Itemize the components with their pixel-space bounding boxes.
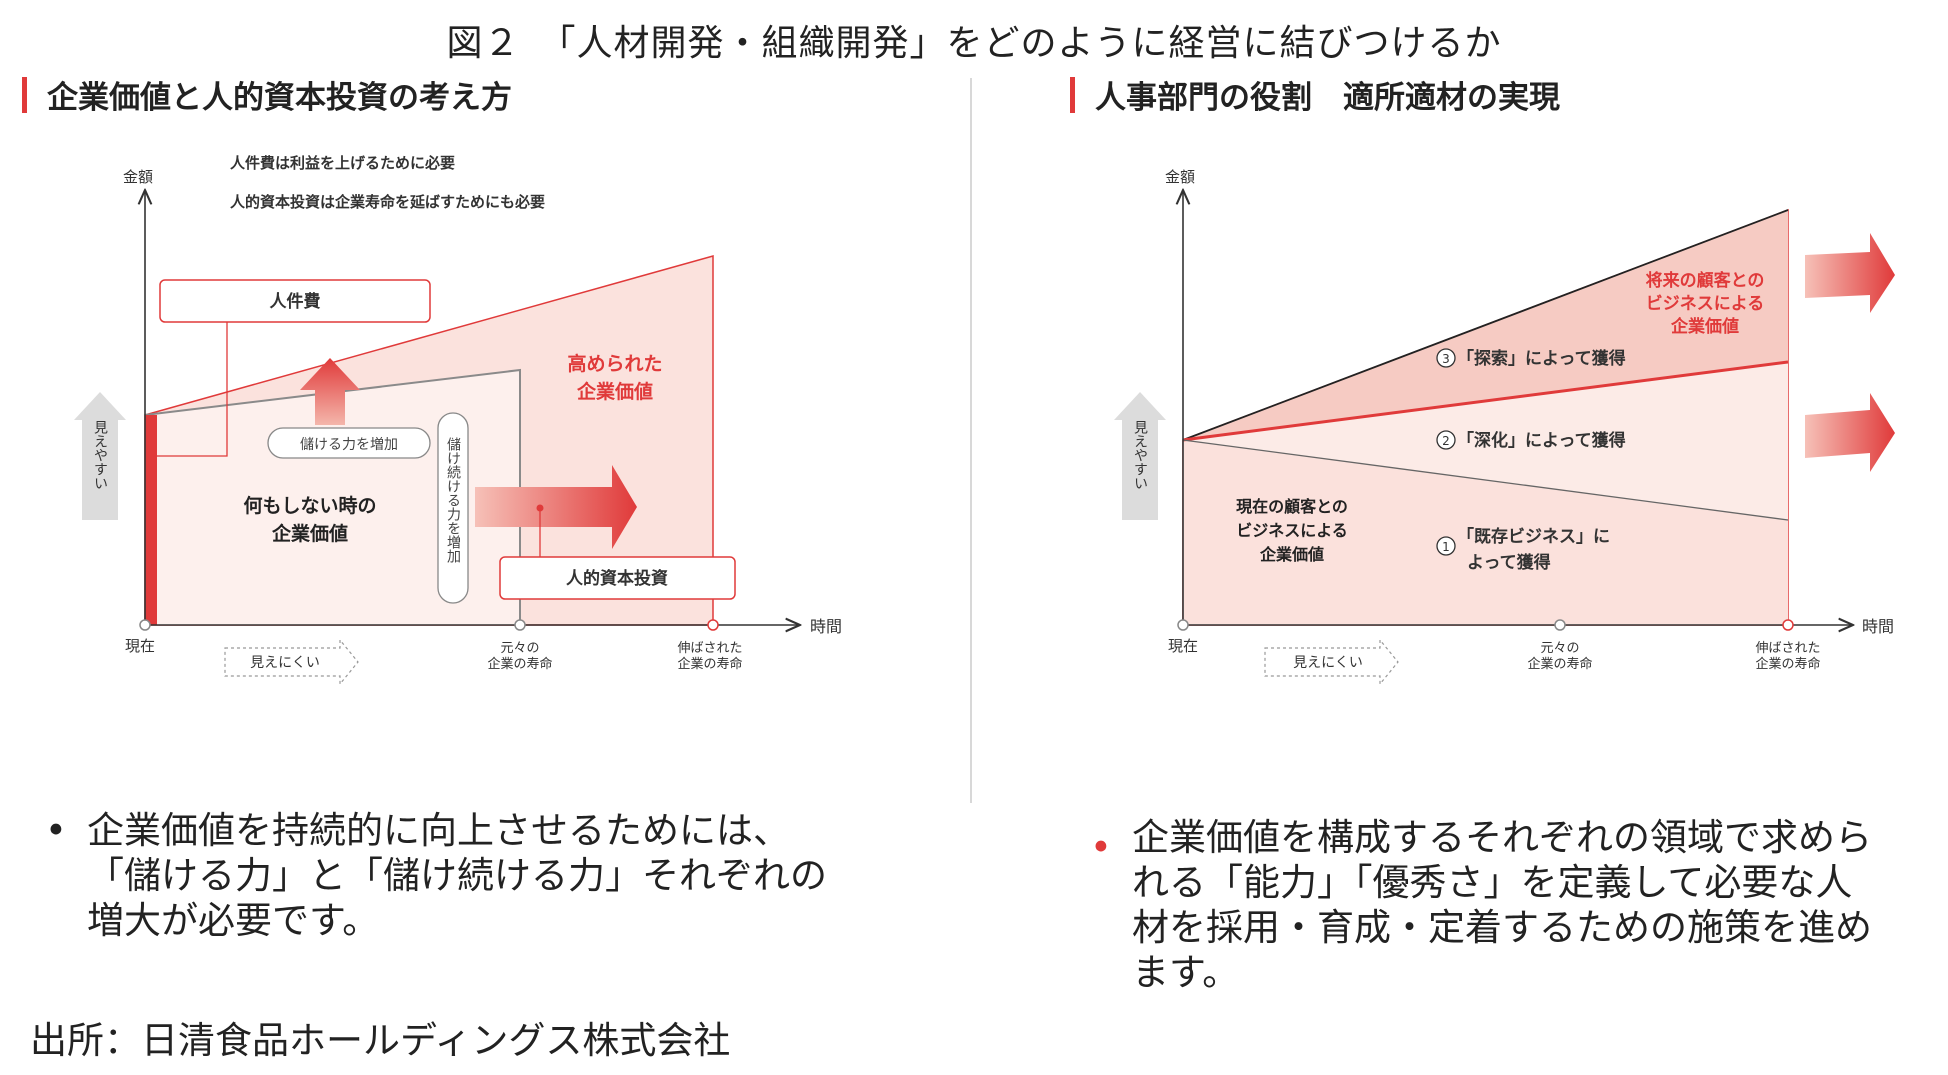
left-tick-orig-2: 企業の寿命 [487, 656, 552, 672]
figure-title: 図２ 「人材開発・組織開発」をどのように経営に結びつけるか [446, 23, 1502, 64]
item3-number-circle [1436, 348, 1456, 368]
right-section-heading: 人事部門の役割 適所適材の実現 [1070, 72, 1560, 117]
bullet-dot: • [1090, 826, 1112, 869]
hc-investment-label: 人的資本投資 [566, 568, 668, 589]
left-note-1: 人件費は利益を上げるために必要 [230, 154, 455, 172]
left-invisible-label: 見えにくい [250, 655, 320, 671]
left-tick-ext-2: 企業の寿命 [677, 656, 742, 672]
base-value-label-1: 何もしない時の [243, 494, 376, 517]
earning-power-pill [267, 427, 431, 459]
tick-ext-marker [1782, 619, 1794, 631]
tick-ext-marker [707, 619, 719, 631]
right-tick-ext-1: 伸ばされた [1755, 641, 1820, 656]
current-value-label-1: 現在の顧客との [1236, 497, 1348, 516]
right-invisible-label: 見えにくい [1293, 655, 1363, 671]
left-section-heading: 企業価値と人的資本投資の考え方 [22, 72, 512, 117]
right-bullet-line-2: れる「能力」「優秀さ」を定義して必要な人 [1132, 861, 1853, 904]
item3-text: 「探索」によって獲得 [1457, 348, 1626, 369]
source-credit: 出所：日清食品ホールディングス株式会社 [30, 1019, 731, 1062]
item1-number: 1 [1442, 540, 1450, 554]
leader-dot [147, 452, 155, 460]
deepen-upper-line [1182, 360, 1789, 442]
visible-up-arrow [74, 392, 126, 520]
current-value-label-2: ビジネスによる [1236, 521, 1348, 540]
raised-value-label-2: 企業価値 [576, 380, 653, 403]
right-x-axis-label: 時間 [1862, 617, 1894, 636]
item1-text-1: 「既存ビジネス」に [1457, 526, 1610, 547]
left-bullet-line-3: 増大が必要です。 [87, 899, 380, 942]
sustain-power-right-arrow [475, 465, 637, 549]
future-value-label-1: 将来の顧客との [1646, 270, 1765, 291]
tick-now-marker [139, 619, 151, 631]
personnel-cost-label: 人件費 [270, 291, 321, 312]
existing-area [1183, 440, 1788, 625]
tick-now-marker [1177, 619, 1189, 631]
left-bullet: • 企業価値を持続的に向上させるためには、 「儲ける力」と「儲け続ける力」それぞ… [45, 808, 925, 958]
left-heading-text: 企業価値と人的資本投資の考え方 [47, 80, 512, 116]
item2-number-circle [1436, 430, 1456, 450]
personnel-cost-box [159, 279, 431, 323]
right-heading-text: 人事部門の役割 適所適材の実現 [1095, 80, 1560, 116]
left-y-axis-label: 金額 [123, 168, 153, 186]
left-tick-orig-1: 元々の [500, 641, 539, 656]
hc-investment-box [499, 556, 736, 600]
left-x-axis-label: 時間 [810, 617, 842, 636]
left-tick-ext-1: 伸ばされた [677, 641, 742, 656]
base-value-label-2: 企業価値 [271, 522, 348, 545]
left-diagram: 金額 時間 人件費は利益を上げるために必要 人的資本投資は企業寿命を延ばすために… [74, 154, 842, 686]
tick-orig-marker [514, 619, 526, 631]
item2-number: 2 [1442, 434, 1450, 448]
personnel-cost-bar [145, 415, 157, 625]
item1-number-circle [1436, 536, 1456, 556]
sustain-power-label: 儲け続ける力を増加 [445, 437, 461, 564]
right-tick-orig-1: 元々の [1540, 641, 1579, 656]
future-growth-arrow-2 [1805, 393, 1895, 472]
current-value-label-3: 企業価値 [1259, 545, 1324, 564]
item1-text-2: よって獲得 [1467, 552, 1551, 573]
left-bullet-line-2: 「儲ける力」と「儲け続ける力」それぞれの [87, 854, 827, 897]
bullet-dot: • [45, 809, 67, 852]
heading-accent-bar [22, 76, 27, 113]
future-growth-arrow-1 [1805, 233, 1895, 313]
right-diagram: 金額 時間 将来の顧客との ビジネスによる 企業価値 3 「探索」によって獲得 … [1114, 168, 1895, 686]
future-value-label-2: ビジネスによる [1646, 294, 1765, 314]
right-bullet-line-3: 材を採用・育成・定着するための施策を進め [1132, 906, 1872, 949]
item2-text: 「深化」によって獲得 [1457, 430, 1626, 451]
column-divider [970, 78, 972, 803]
explore-upper-line [1182, 209, 1789, 441]
future-value-label-3: 企業価値 [1670, 316, 1739, 337]
left-visible-label: 見えやすい [92, 420, 108, 490]
right-tick-now: 現在 [1168, 637, 1198, 655]
left-tick-now: 現在 [125, 637, 155, 655]
existing-upper-line [1182, 439, 1789, 521]
base-value-outline [144, 368, 521, 625]
right-visible-label: 見えやすい [1132, 420, 1148, 490]
tick-orig-marker [1554, 619, 1566, 631]
invisible-dashed-arrow [224, 638, 359, 686]
right-bullet: • 企業価値を構成するそれぞれの領域で求めら れる「能力」「優秀さ」を定義して必… [1090, 815, 1940, 1005]
right-y-axis-label: 金額 [1165, 168, 1195, 186]
right-bullet-line-4: ます。 [1132, 951, 1240, 994]
visible-up-arrow [1114, 392, 1166, 520]
right-tick-ext-2: 企業の寿命 [1755, 656, 1820, 672]
left-bullet-line-1: 企業価値を持続的に向上させるためには、 [87, 809, 790, 852]
right-tick-orig-2: 企業の寿命 [1527, 656, 1592, 672]
heading-accent-bar [1070, 76, 1075, 113]
raised-value-label-1: 高められた [567, 352, 662, 375]
right-bullet-line-1: 企業価値を構成するそれぞれの領域で求めら [1132, 816, 1872, 859]
personnel-cost-leader [151, 322, 228, 457]
item3-number: 3 [1442, 352, 1450, 366]
left-note-2: 人的資本投資は企業寿命を延ばすためにも必要 [230, 193, 545, 211]
invisible-dashed-arrow [1264, 638, 1399, 686]
earning-power-label: 儲ける力を増加 [300, 437, 398, 453]
sustain-power-pill [437, 412, 469, 604]
earning-power-up-arrow [300, 358, 360, 425]
